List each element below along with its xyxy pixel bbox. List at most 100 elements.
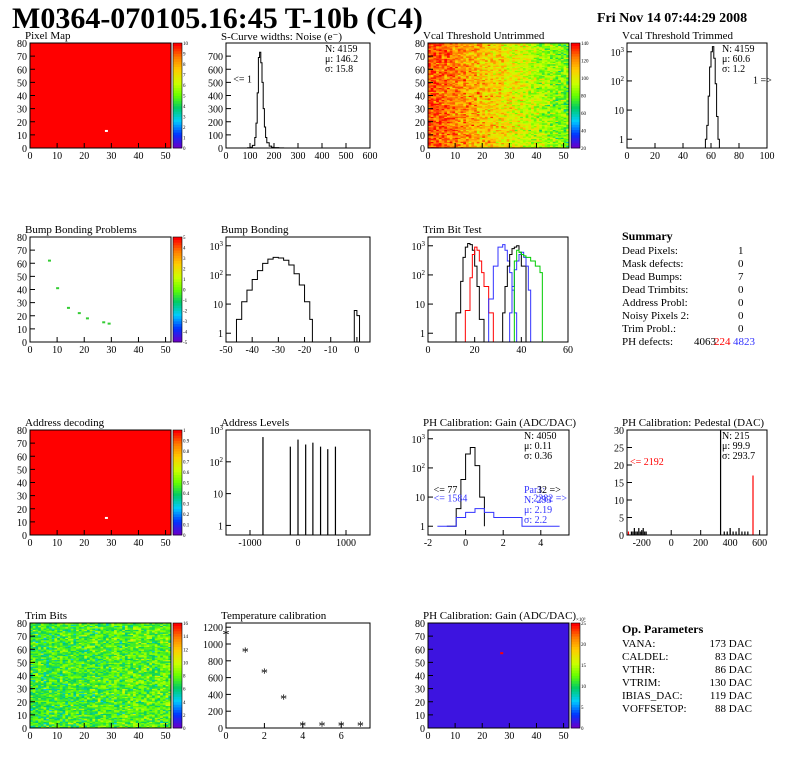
heatmap-cell bbox=[552, 88, 556, 91]
heatmap-cell bbox=[81, 722, 85, 725]
heatmap-cell bbox=[149, 725, 153, 727]
heatmap-cell bbox=[444, 117, 448, 120]
heatmap-cell bbox=[509, 141, 513, 144]
heatmap-cell bbox=[520, 90, 524, 92]
heatmap-cell bbox=[539, 112, 543, 115]
heatmap-cell bbox=[490, 69, 494, 71]
heatmap-cell bbox=[495, 99, 499, 102]
heatmap-cell bbox=[490, 112, 494, 115]
heatmap-cell bbox=[503, 132, 507, 134]
heatmap-cell bbox=[433, 124, 437, 126]
heatmap-cell bbox=[35, 721, 39, 724]
heatmap-cell bbox=[536, 83, 540, 86]
heatmap-cell bbox=[520, 134, 524, 137]
x-tick-label: -1000 bbox=[238, 538, 261, 549]
heatmap-cell bbox=[560, 141, 564, 144]
colorbar-segment bbox=[173, 279, 182, 283]
heatmap-cell bbox=[446, 113, 450, 116]
heatmap-cell bbox=[444, 138, 448, 141]
heatmap-cell bbox=[539, 75, 543, 78]
heatmap-cell bbox=[436, 98, 440, 100]
heatmap-cell bbox=[539, 109, 543, 112]
heatmap-cell bbox=[465, 134, 469, 137]
heatmap-cell bbox=[452, 78, 456, 81]
heatmap-cell bbox=[493, 78, 497, 81]
heatmap-cell bbox=[444, 123, 448, 125]
heatmap-cell bbox=[490, 64, 494, 66]
heatmap-cell bbox=[479, 103, 483, 105]
heatmap-cell bbox=[165, 726, 169, 729]
heatmap-cell bbox=[157, 724, 161, 726]
heatmap-cell bbox=[552, 108, 556, 111]
heatmap-cell bbox=[541, 99, 545, 102]
heatmap-cell bbox=[436, 71, 440, 74]
heatmap-cell bbox=[65, 720, 69, 722]
heatmap-cell bbox=[536, 125, 540, 128]
heatmap-cell bbox=[449, 60, 453, 62]
heatmap-cell bbox=[536, 102, 540, 104]
heatmap-cell bbox=[474, 106, 478, 108]
heatmap-cell bbox=[484, 86, 488, 88]
y-tick-label: 102 bbox=[412, 269, 426, 282]
heatmap-cell bbox=[455, 65, 459, 67]
heatmap-cell bbox=[495, 144, 499, 146]
heatmap-cell bbox=[509, 116, 513, 119]
heatmap-cell bbox=[436, 67, 440, 70]
heatmap-cell bbox=[457, 133, 461, 136]
heatmap-cell bbox=[498, 146, 502, 149]
heatmap-cell bbox=[552, 50, 556, 53]
heatmap-cell bbox=[428, 44, 432, 46]
heatmap-cell bbox=[544, 79, 548, 82]
heatmap-cell bbox=[509, 128, 513, 130]
heatmap-cell bbox=[428, 71, 432, 74]
heatmap-cell bbox=[563, 127, 567, 129]
heatmap-cell bbox=[520, 57, 524, 60]
colorbar-segment bbox=[571, 108, 580, 112]
heatmap-cell bbox=[30, 724, 34, 726]
panel-title-trim_bit_test: Trim Bit Test bbox=[423, 224, 482, 236]
heatmap-cell bbox=[566, 113, 570, 116]
heatmap-cell bbox=[449, 94, 453, 96]
heatmap-cell bbox=[48, 726, 52, 729]
heatmap-cell bbox=[430, 94, 434, 96]
heatmap-cell bbox=[525, 112, 529, 115]
heatmap-cell bbox=[525, 115, 529, 117]
annotation-text: <= 1584 bbox=[434, 494, 468, 505]
heatmap-cell bbox=[133, 726, 137, 729]
heatmap-cell bbox=[471, 92, 475, 95]
heatmap-cell bbox=[520, 107, 524, 109]
heatmap-cell bbox=[474, 52, 478, 54]
heatmap-cell bbox=[563, 94, 567, 96]
heatmap-cell bbox=[457, 44, 461, 46]
heatmap-cell bbox=[465, 107, 469, 109]
heatmap-cell bbox=[479, 111, 483, 113]
heatmap-cell bbox=[563, 86, 567, 88]
heatmap-cell bbox=[465, 111, 469, 113]
colorbar-segment bbox=[173, 321, 182, 325]
heatmap-cell bbox=[506, 94, 510, 96]
heatmap-cell bbox=[452, 91, 456, 94]
heatmap-cell bbox=[430, 70, 434, 73]
heatmap-cell bbox=[438, 132, 442, 134]
colorbar-segment bbox=[173, 74, 182, 78]
heatmap-cell bbox=[555, 140, 559, 142]
heatmap-cell bbox=[512, 74, 516, 77]
heatmap-cell bbox=[563, 48, 567, 50]
heatmap-cell bbox=[541, 46, 545, 49]
heatmap-cell bbox=[493, 99, 497, 102]
heatmap-cell bbox=[558, 88, 562, 91]
heatmap-cell bbox=[452, 146, 456, 149]
colorbar-segment bbox=[173, 514, 182, 518]
heatmap-cell bbox=[436, 64, 440, 66]
heatmap-cell bbox=[520, 53, 524, 56]
heatmap-cell bbox=[506, 74, 510, 77]
heatmap-cell bbox=[444, 106, 448, 108]
heatmap-cell bbox=[457, 82, 461, 84]
heatmap-cell bbox=[455, 138, 459, 141]
heatmap-cell bbox=[460, 74, 464, 77]
heatmap-cell bbox=[539, 133, 543, 136]
heatmap-cell bbox=[484, 57, 488, 60]
heatmap-cell bbox=[503, 69, 507, 71]
heatmap-cell bbox=[514, 134, 518, 137]
heatmap-cell bbox=[438, 128, 442, 130]
